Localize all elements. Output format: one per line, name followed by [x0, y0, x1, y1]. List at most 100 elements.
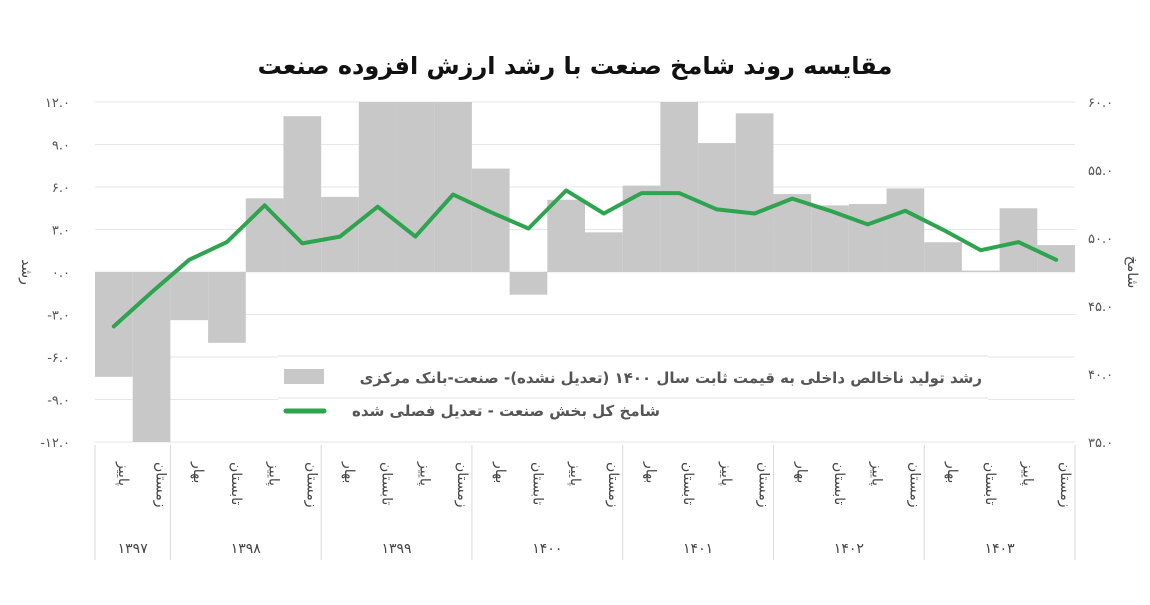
bar: [245, 198, 284, 272]
season-label: تابستان: [529, 462, 545, 505]
line-point: [1017, 241, 1019, 243]
left-tick-label: ۹.۰: [52, 139, 70, 154]
bar: [585, 232, 623, 272]
right-tick-label: ۶۰.۰: [1088, 96, 1113, 111]
season-label: زمستان: [906, 462, 922, 508]
year-label: ۱۳۹۹: [381, 541, 411, 557]
line-point: [226, 241, 228, 243]
bar: [283, 116, 322, 273]
season-label: پاییز: [115, 461, 131, 486]
line-point: [791, 198, 793, 200]
season-label: پاییز: [869, 461, 885, 486]
season-label: زمستان: [756, 462, 772, 508]
season-label: تابستان: [680, 462, 696, 505]
bar: [773, 194, 812, 272]
line-point: [151, 291, 153, 293]
bar: [660, 102, 699, 272]
season-label: پاییز: [718, 461, 734, 486]
line-point: [603, 213, 605, 215]
bar: [547, 199, 585, 272]
line-point: [716, 208, 718, 210]
line-point: [641, 192, 643, 194]
year-label: ۱۴۰۰: [532, 541, 562, 557]
left-tick-label: -۹.۰: [47, 394, 70, 409]
line-point: [414, 236, 416, 238]
left-tick-label: ۶.۰: [52, 181, 70, 196]
line-point: [490, 211, 492, 213]
season-label: بهار: [944, 461, 960, 483]
line-point: [942, 229, 944, 231]
left-axis: ۱۲.۰ ۹.۰ ۶.۰ ۳.۰ ۰.۰ -۳.۰ -۶.۰ -۹.۰ -۱۲.۰: [40, 96, 70, 451]
bar: [358, 102, 397, 272]
line-point: [867, 223, 869, 225]
right-axis-label: شامخ: [1124, 256, 1140, 289]
season-label: پاییز: [1019, 461, 1035, 486]
line-series: [111, 188, 1059, 329]
season-label: بهار: [341, 461, 357, 483]
season-label: تابستان: [228, 462, 244, 505]
season-label: پاییز: [266, 461, 282, 486]
left-tick-label: -۱۲.۰: [40, 436, 70, 451]
season-label: بهار: [492, 461, 508, 483]
bar: [170, 272, 209, 321]
line-point: [904, 210, 906, 212]
season-label: بهار: [190, 461, 206, 483]
line-point: [264, 204, 266, 206]
line-point: [188, 259, 190, 261]
bar: [848, 204, 887, 272]
line-point: [678, 192, 680, 194]
legend-bar-label: رشد تولید ناخالص داخلی به قیمت ثابت سال …: [360, 369, 982, 387]
year-label: ۱۳۹۸: [231, 541, 262, 557]
bar: [471, 168, 510, 272]
right-axis: ۶۰.۰ ۵۵.۰ ۵۰.۰ ۴۵.۰ ۴۰.۰ ۳۵.۰: [1088, 96, 1113, 451]
bar: [396, 102, 435, 272]
year-label: ۱۳۹۷: [118, 541, 149, 557]
bar: [961, 270, 1000, 272]
bar: [208, 272, 246, 343]
season-label: زمستان: [454, 462, 470, 508]
bar: [509, 272, 548, 295]
line-point: [829, 210, 831, 212]
line-point: [565, 189, 567, 191]
line-point: [113, 325, 115, 327]
season-label: تابستان: [982, 462, 998, 505]
season-label: تابستان: [379, 462, 395, 505]
line-point: [452, 193, 454, 195]
right-tick-label: ۵۵.۰: [1088, 164, 1113, 179]
bar-series: [95, 102, 1075, 442]
season-label: تابستان: [831, 462, 847, 505]
season-label: زمستان: [303, 462, 319, 508]
right-tick-label: ۴۵.۰: [1088, 300, 1113, 315]
line-point: [301, 242, 303, 244]
left-tick-label: ۰.۰: [52, 266, 70, 281]
bar: [132, 272, 171, 442]
left-tick-label: ۳.۰: [52, 224, 70, 239]
season-label: زمستان: [605, 462, 621, 508]
x-axis: پاییز زمستان ۱۳۹۷ بهار تابستان پاییز زمستان ۱۳۹…: [94, 445, 1076, 560]
bar: [434, 102, 472, 272]
season-label: پاییز: [567, 461, 583, 486]
season-label: زمستان: [1057, 462, 1073, 508]
year-label: ۱۴۰۱: [683, 541, 713, 557]
line-point: [339, 236, 341, 238]
line-path: [111, 188, 1059, 329]
season-label: بهار: [643, 461, 659, 483]
line-point: [377, 206, 379, 208]
left-tick-label: ۱۲.۰: [45, 96, 70, 111]
left-axis-label: رشد: [18, 259, 34, 285]
line-point: [1055, 259, 1057, 261]
year-label: ۱۴۰۲: [834, 541, 864, 557]
legend: رشد تولید ناخالص داخلی به قیمت ثابت سال …: [278, 355, 988, 428]
season-label: پاییز: [416, 461, 432, 486]
season-label: زمستان: [153, 462, 169, 508]
bar: [924, 242, 962, 272]
right-tick-label: ۵۰.۰: [1088, 232, 1113, 247]
bar: [735, 113, 774, 272]
line-point: [754, 213, 756, 215]
year-label: ۱۴۰۳: [985, 541, 1016, 557]
line-point: [980, 249, 982, 251]
season-label: بهار: [793, 461, 809, 483]
bar: [886, 188, 925, 272]
right-tick-label: ۳۵.۰: [1088, 436, 1113, 451]
